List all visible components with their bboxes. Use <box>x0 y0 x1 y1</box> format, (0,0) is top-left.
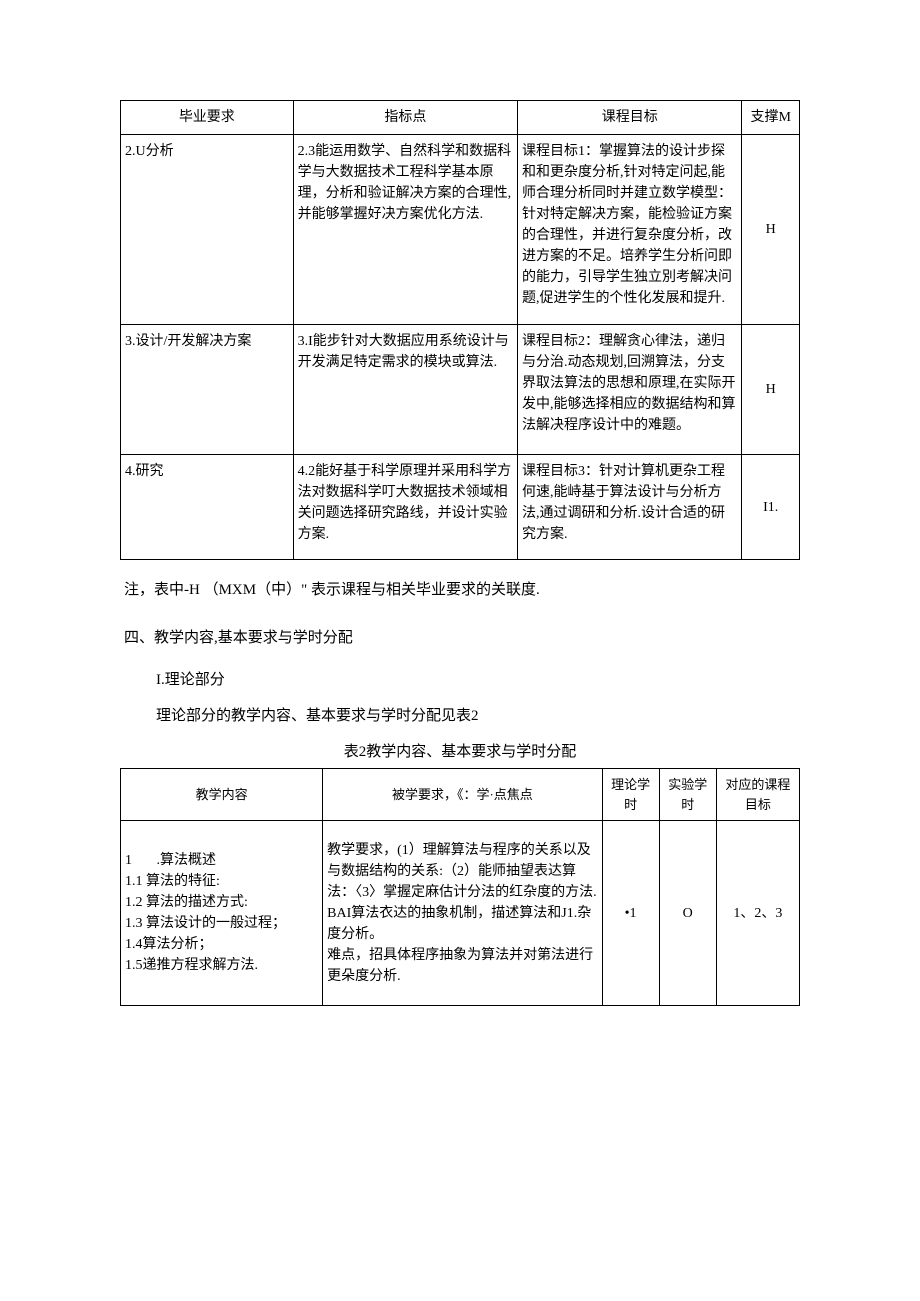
cell-goal: 课程目标2：理解贪心律法，递归与分治.动态规划,回溯算法，分支界取法算法的思想和… <box>518 325 742 455</box>
table2-caption: 表2教学内容、基本要求与学时分配 <box>120 740 800 764</box>
cell-support: I1. <box>742 455 800 560</box>
cell-content: 1 .算法概述 1.1 算法的特征: 1.2 算法的描述方式: 1.3 算法设计… <box>121 821 323 1006</box>
header-course-goal: 对应的课程目标 <box>716 769 799 821</box>
cell-goal: 课程目标1：掌握算法的设计步探和和更杂度分析,针对特定问起,能师合理分析同时并建… <box>518 135 742 325</box>
header-requirement: 毕业要求 <box>121 101 294 135</box>
graduation-requirements-table: 毕业要求 指标点 课程目标 支撑M 2.U分析 2.3能运用数学、自然科学和数据… <box>120 100 800 560</box>
cell-indicator: 2.3能运用数学、自然科学和数据科学与大数据技术工程科学基本原理，分析和验证解决… <box>293 135 517 325</box>
cell-requirement: 2.U分析 <box>121 135 294 325</box>
table-header-row: 毕业要求 指标点 课程目标 支撑M <box>121 101 800 135</box>
header-indicator: 指标点 <box>293 101 517 135</box>
header-support: 支撑M <box>742 101 800 135</box>
table-row: 1 .算法概述 1.1 算法的特征: 1.2 算法的描述方式: 1.3 算法设计… <box>121 821 800 1006</box>
cell-experiment-hours: O <box>659 821 716 1006</box>
cell-goal: 课程目标3：针对计算机更杂工程何速,能峙基于算法设计与分析方法,通过调研和分析.… <box>518 455 742 560</box>
cell-requirement: 4.研究 <box>121 455 294 560</box>
header-goal: 课程目标 <box>518 101 742 135</box>
cell-requirement: 教学要求，(1）理解算法与程序的关系以及与数据结构的关系:（2）能师抽望表达算法… <box>323 821 602 1006</box>
header-requirement: 被学要求，《：学·点焦点 <box>323 769 602 821</box>
table-header-row: 教学内容 被学要求，《：学·点焦点 理论学时 实验学时 对应的课程目标 <box>121 769 800 821</box>
cell-requirement: 3.设计/开发解决方案 <box>121 325 294 455</box>
cell-support: H <box>742 135 800 325</box>
cell-support: H <box>742 325 800 455</box>
header-theory-hours: 理论学时 <box>602 769 659 821</box>
cell-course-goal: 1、2、3 <box>716 821 799 1006</box>
cell-indicator: 4.2能好基于科学原理并采用科学方法对数据科学叮大数据技术领域相关问题选择研究路… <box>293 455 517 560</box>
header-content: 教学内容 <box>121 769 323 821</box>
table-note: 注，表中-H （MXM（中）" 表示课程与相关毕业要求的关联度. <box>124 578 800 602</box>
theory-section-title: I.理论部分 <box>156 668 800 692</box>
cell-indicator: 3.I能步针对大数据应用系统设计与开发满足特定需求的模块或算法. <box>293 325 517 455</box>
teaching-content-table: 教学内容 被学要求，《：学·点焦点 理论学时 实验学时 对应的课程目标 1 .算… <box>120 768 800 1006</box>
header-experiment-hours: 实验学时 <box>659 769 716 821</box>
theory-section-desc: 理论部分的教学内容、基本要求与学时分配见表2 <box>156 704 800 728</box>
section-4-title: 四、教学内容,基本要求与学时分配 <box>124 626 800 650</box>
table-row: 4.研究 4.2能好基于科学原理并采用科学方法对数据科学叮大数据技术领域相关问题… <box>121 455 800 560</box>
cell-theory-hours: •1 <box>602 821 659 1006</box>
table-row: 3.设计/开发解决方案 3.I能步针对大数据应用系统设计与开发满足特定需求的模块… <box>121 325 800 455</box>
table-row: 2.U分析 2.3能运用数学、自然科学和数据科学与大数据技术工程科学基本原理，分… <box>121 135 800 325</box>
